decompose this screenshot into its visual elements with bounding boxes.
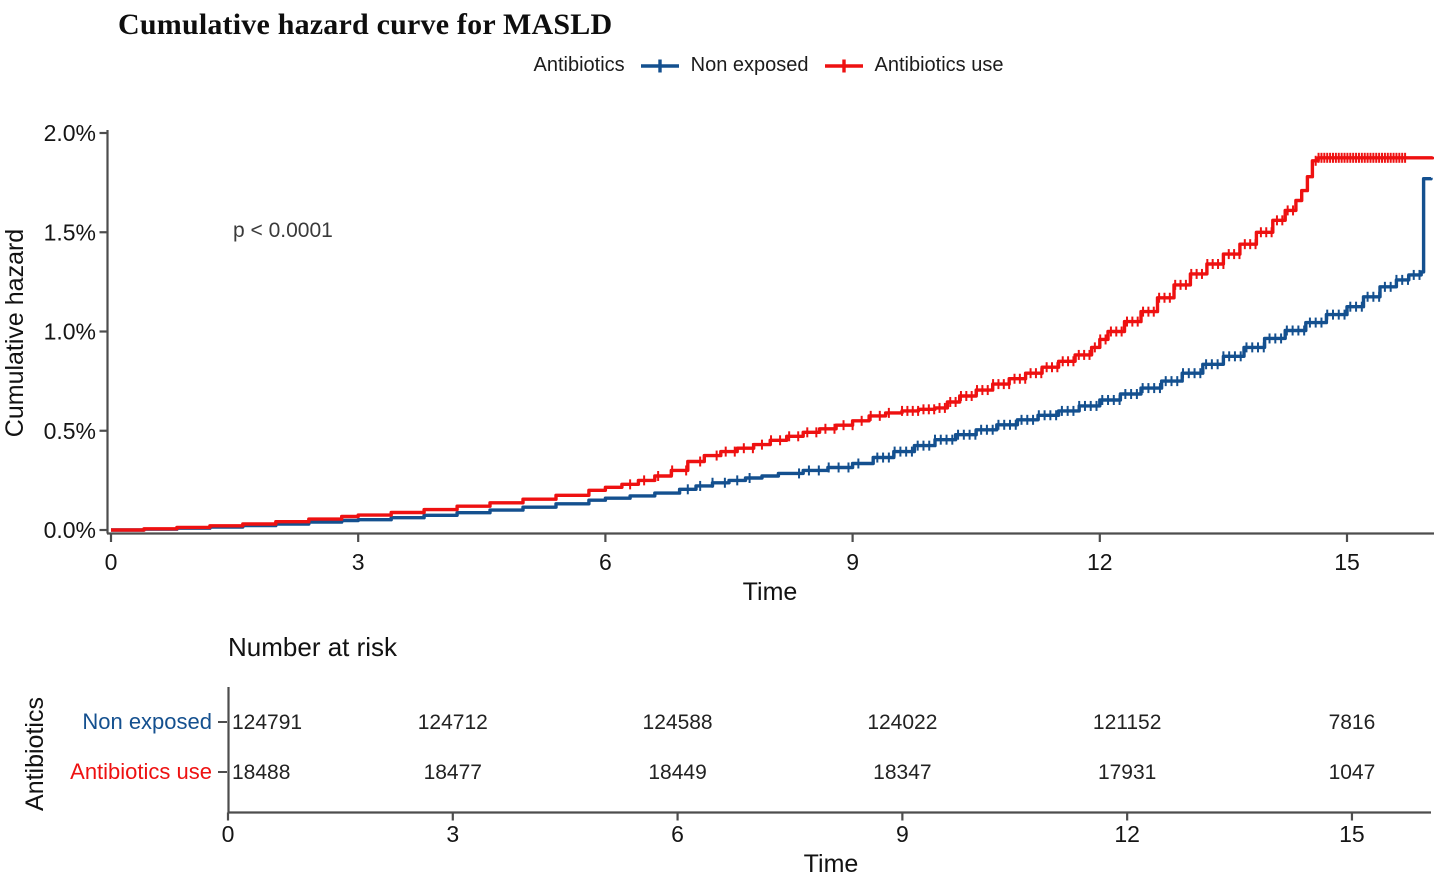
x-axis-title: Time xyxy=(742,578,798,606)
y-tick-label: 0.0% xyxy=(44,517,96,543)
x-tick-label: 6 xyxy=(599,549,612,575)
x-tick-label: 9 xyxy=(846,549,859,575)
legend-title: Antibiotics xyxy=(533,54,625,76)
legend-label-antibiotics-use: Antibiotics use xyxy=(874,54,1004,76)
legend-label-non-exposed: Non exposed xyxy=(690,54,809,76)
risk-value: 124791 xyxy=(232,711,302,734)
x-tick-label: 15 xyxy=(1334,549,1360,575)
risk-value: 18449 xyxy=(648,761,706,784)
hazard-curve-antibiotics-use xyxy=(111,156,1434,532)
legend: Antibiotics Non exposed Antibiotics use xyxy=(103,54,1434,77)
risk-value: 7816 xyxy=(1329,711,1376,734)
x-tick-label: 0 xyxy=(105,549,118,575)
legend-item-antibiotics-use: Antibiotics use xyxy=(822,54,1004,77)
risk-value: 18347 xyxy=(873,761,931,784)
risk-table-x-axis-title: Time xyxy=(803,850,859,878)
legend-key-antibiotics-use-icon xyxy=(824,59,863,72)
y-tick-label: 2.0% xyxy=(44,120,96,146)
legend-key-non-exposed-icon xyxy=(640,59,679,72)
page-title: Cumulative hazard curve for MASLD xyxy=(118,8,613,41)
legend-item-non-exposed: Non exposed xyxy=(638,54,809,77)
risk-table-x-tick-label: 15 xyxy=(1339,821,1365,847)
risk-table-x-tick-label: 0 xyxy=(222,821,235,847)
y-axis-title: Cumulative hazard xyxy=(1,228,29,438)
risk-row-label-antibiotics-use: Antibiotics use xyxy=(70,759,212,784)
risk-table-group-label: Antibiotics xyxy=(21,697,49,811)
risk-table-x-tick-label: 3 xyxy=(446,821,459,847)
risk-value: 124588 xyxy=(643,711,713,734)
risk-value: 1047 xyxy=(1329,761,1376,784)
x-tick-label: 12 xyxy=(1087,549,1113,575)
risk-value: 18488 xyxy=(232,761,290,784)
risk-table-heading: Number at risk xyxy=(228,632,398,662)
risk-value: 124022 xyxy=(867,711,937,734)
risk-value: 18477 xyxy=(424,761,482,784)
risk-table-x-tick-label: 12 xyxy=(1114,821,1140,847)
risk-value: 124712 xyxy=(418,711,488,734)
risk-table-x-tick-label: 6 xyxy=(671,821,684,847)
risk-table-x-tick-label: 9 xyxy=(896,821,909,847)
y-tick-label: 0.5% xyxy=(44,418,96,444)
y-tick-label: 1.5% xyxy=(44,219,96,245)
risk-value: 121152 xyxy=(1093,711,1162,734)
risk-value: 17931 xyxy=(1098,761,1156,784)
y-tick-label: 1.0% xyxy=(44,319,96,345)
p-value-annotation: p < 0.0001 xyxy=(233,219,333,242)
risk-row-label-non-exposed: Non exposed xyxy=(82,709,212,734)
x-tick-label: 3 xyxy=(352,549,365,575)
